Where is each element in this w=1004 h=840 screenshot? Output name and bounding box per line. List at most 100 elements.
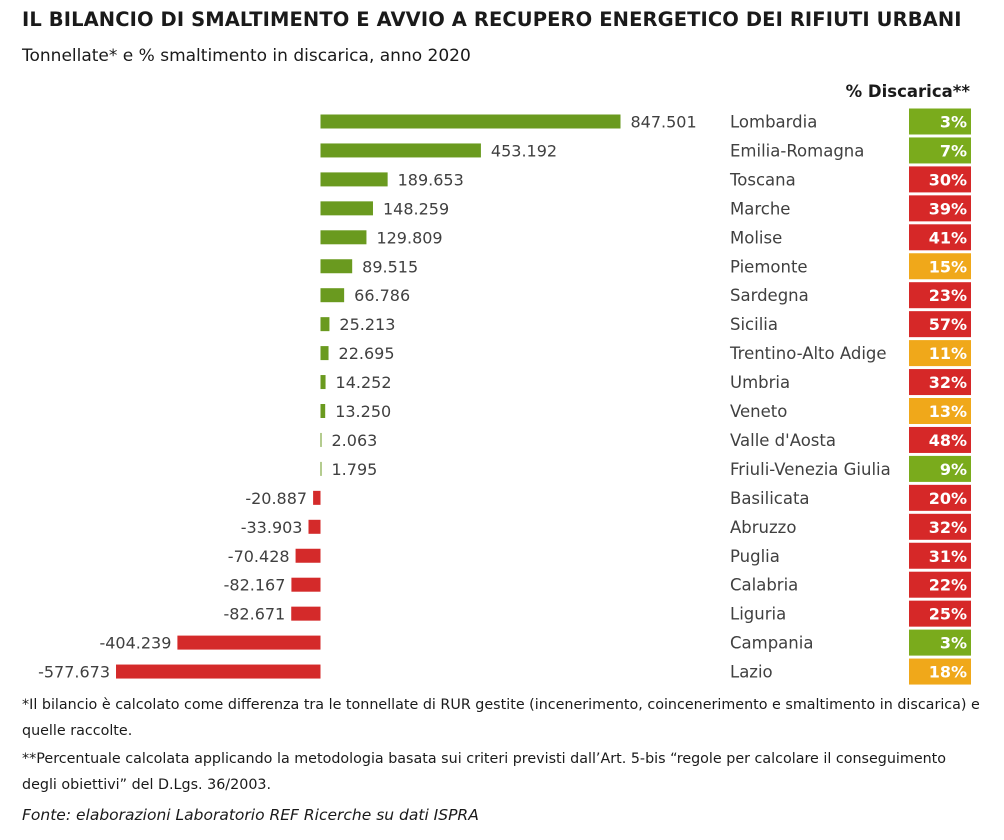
data-label: -20.887: [245, 489, 307, 508]
data-label: 453.192: [491, 141, 557, 160]
data-label: -577.673: [38, 663, 110, 682]
bar: [320, 375, 326, 390]
discarica-label: 32%: [929, 373, 967, 392]
discarica-box: [909, 224, 971, 251]
discarica-label: 23%: [929, 286, 967, 305]
discarica-label: 31%: [929, 547, 967, 566]
discarica-box: [909, 340, 971, 367]
category-label: Emilia-Romagna: [730, 141, 864, 160]
discarica-label: 15%: [929, 257, 967, 276]
discarica-box: [909, 513, 971, 540]
data-label: 66.786: [354, 286, 410, 305]
category-label: Liguria: [730, 605, 786, 624]
data-label: -82.671: [223, 605, 285, 624]
bar: [320, 432, 322, 447]
data-label: -82.167: [224, 576, 286, 595]
data-label: 129.809: [376, 228, 442, 247]
category-label: Trentino-Alto Adige: [729, 344, 887, 363]
discarica-box: [909, 137, 971, 164]
discarica-box: [909, 542, 971, 569]
data-label: 2.063: [332, 431, 378, 450]
bar-chart: % Discarica** 847.501 Lombardia 3% 453.192 E…: [38, 82, 971, 685]
bar: [320, 404, 326, 418]
bar: [320, 201, 373, 216]
discarica-label: 7%: [940, 141, 967, 160]
discarica-box: [909, 369, 971, 396]
bar: [320, 114, 621, 129]
category-label: Basilicata: [730, 489, 810, 508]
category-label: Calabria: [730, 576, 798, 595]
discarica-label: 30%: [929, 170, 967, 189]
data-label: 14.252: [336, 373, 392, 392]
discarica-box: [909, 282, 971, 309]
source-note: Fonte: elaborazioni Laboratorio REF Rice…: [22, 806, 479, 824]
data-label: -404.239: [99, 634, 171, 653]
data-label: 25.213: [339, 315, 395, 334]
category-label: Piemonte: [730, 257, 808, 276]
discarica-box: [909, 484, 971, 511]
chart-title: IL BILANCIO DI SMALTIMENTO E AVVIO A REC…: [22, 8, 962, 31]
discarica-label: 57%: [929, 315, 967, 334]
discarica-label: 48%: [929, 431, 967, 450]
category-label: Sicilia: [730, 315, 778, 334]
bar: [320, 317, 330, 332]
discarica-box: [909, 629, 971, 656]
discarica-label: 41%: [929, 228, 967, 247]
bar: [320, 259, 353, 274]
discarica-box: [909, 398, 971, 424]
bar: [291, 606, 321, 621]
discarica-box: [909, 426, 971, 453]
discarica-label: 39%: [929, 199, 967, 218]
bar: [320, 346, 329, 361]
data-label: 148.259: [383, 199, 449, 218]
category-label: Puglia: [730, 547, 780, 566]
category-label: Molise: [730, 228, 782, 247]
bar: [320, 461, 322, 476]
data-label: 13.250: [335, 402, 391, 421]
discarica-box: [909, 571, 971, 598]
discarica-label: 3%: [940, 113, 967, 132]
discarica-box: [909, 166, 971, 193]
footnote-discarica: **Percentuale calcolata applicando la me…: [22, 751, 947, 793]
data-label: -33.903: [241, 518, 303, 537]
discarica-box: [909, 195, 971, 222]
data-label: 847.501: [631, 113, 697, 132]
category-label: Abruzzo: [730, 518, 796, 537]
bar: [320, 143, 481, 158]
discarica-box: [909, 311, 971, 338]
discarica-label: 20%: [929, 489, 967, 508]
discarica-box: [909, 658, 971, 685]
data-label: -70.428: [228, 547, 290, 566]
discarica-box: [909, 600, 971, 627]
category-label: Sardegna: [730, 286, 809, 305]
discarica-box: [909, 108, 971, 135]
discarica-label: 3%: [940, 634, 967, 653]
bar: [291, 577, 321, 592]
category-label: Lazio: [730, 663, 773, 682]
discarica-box: [909, 253, 971, 280]
category-label: Campania: [730, 634, 813, 653]
footnote-bilancio: *Il bilancio è calcolato come differenza…: [22, 697, 980, 739]
chart-subtitle: Tonnellate* e % smaltimento in discarica…: [22, 46, 471, 66]
category-label: Marche: [730, 199, 790, 218]
bar: [308, 519, 321, 534]
bar: [116, 664, 321, 679]
category-label: Lombardia: [730, 113, 817, 132]
category-label: Umbria: [730, 373, 790, 392]
discarica-label: 32%: [929, 518, 967, 537]
bar: [177, 635, 321, 650]
data-label: 1.795: [332, 460, 378, 479]
discarica-label: 25%: [929, 605, 967, 624]
category-label: Veneto: [730, 402, 787, 421]
discarica-label: 9%: [940, 460, 967, 479]
bar: [320, 230, 367, 245]
category-label: Toscana: [729, 170, 796, 189]
discarica-label: 18%: [929, 663, 967, 682]
category-label: Valle d'Aosta: [730, 431, 836, 450]
bar: [320, 172, 388, 187]
data-label: 189.653: [398, 170, 464, 189]
discarica-header: % Discarica**: [846, 82, 971, 101]
discarica-label: 11%: [929, 344, 967, 363]
data-label: 22.695: [339, 344, 395, 363]
bar: [313, 490, 321, 505]
